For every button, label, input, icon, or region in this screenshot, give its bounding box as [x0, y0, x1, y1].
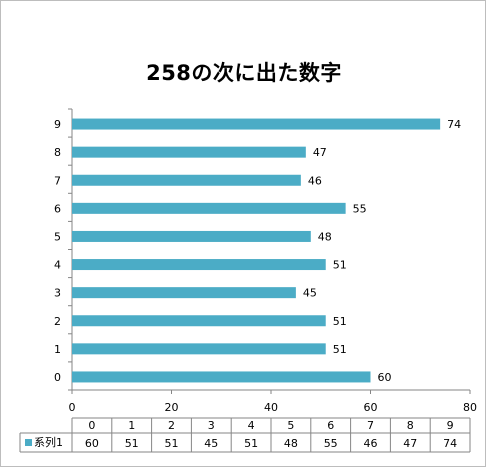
bar-8 [72, 146, 306, 158]
data-label: 48 [318, 230, 332, 243]
data-label: 55 [353, 202, 367, 215]
y-tick-label: 6 [54, 202, 61, 215]
y-tick-label: 5 [54, 230, 61, 243]
table-value-cell: 51 [244, 437, 258, 450]
table-header-cell: 7 [367, 419, 374, 432]
table-header-cell: 1 [128, 419, 135, 432]
bar-4 [72, 259, 326, 271]
bar-9 [72, 118, 441, 130]
bar-5 [72, 230, 311, 242]
x-tick-label: 40 [264, 401, 278, 414]
legend-series-name: 系列1 [34, 435, 63, 449]
x-tick-label: 80 [463, 401, 477, 414]
table-value-cell: 51 [165, 437, 179, 450]
data-label: 51 [333, 343, 347, 356]
table-header-cell: 0 [88, 419, 95, 432]
table-header-cell: 5 [287, 419, 294, 432]
table-value-cell: 46 [364, 437, 378, 450]
bar-2 [72, 315, 326, 327]
bar-1 [72, 343, 326, 355]
table-value-cell: 48 [284, 437, 298, 450]
x-tick-label: 0 [69, 401, 76, 414]
data-label: 46 [308, 174, 322, 187]
bar-7 [72, 174, 301, 186]
table-header-cell: 2 [168, 419, 175, 432]
x-tick-label: 20 [165, 401, 179, 414]
data-label: 51 [333, 315, 347, 328]
y-tick-label: 9 [54, 118, 61, 131]
table-value-cell: 51 [125, 437, 139, 450]
data-label: 60 [378, 371, 392, 384]
table-header-cell: 8 [407, 419, 414, 432]
data-label: 47 [313, 146, 327, 159]
data-label: 51 [333, 259, 347, 272]
table-value-cell: 60 [85, 437, 99, 450]
x-tick-label: 60 [364, 401, 378, 414]
y-tick-label: 3 [54, 287, 61, 300]
table-header-cell: 6 [327, 419, 334, 432]
bar-3 [72, 287, 296, 299]
y-tick-label: 0 [54, 371, 61, 384]
table-value-cell: 74 [443, 437, 457, 450]
table-value-cell: 45 [204, 437, 218, 450]
y-tick-label: 7 [54, 174, 61, 187]
chart-title: 258の次に出た数字 [146, 61, 342, 85]
legend-key [25, 439, 32, 446]
y-tick-label: 1 [54, 343, 61, 356]
bar-0 [72, 371, 371, 383]
data-label: 74 [447, 118, 461, 131]
table-value-cell: 55 [324, 437, 338, 450]
y-tick-label: 2 [54, 315, 61, 328]
y-tick-label: 8 [54, 146, 61, 159]
table-header-cell: 3 [208, 419, 215, 432]
y-tick-label: 4 [54, 259, 61, 272]
bar-6 [72, 202, 346, 214]
table-header-cell: 9 [447, 419, 454, 432]
table-header-cell: 4 [248, 419, 255, 432]
table-value-cell: 47 [403, 437, 417, 450]
data-label: 45 [303, 287, 317, 300]
